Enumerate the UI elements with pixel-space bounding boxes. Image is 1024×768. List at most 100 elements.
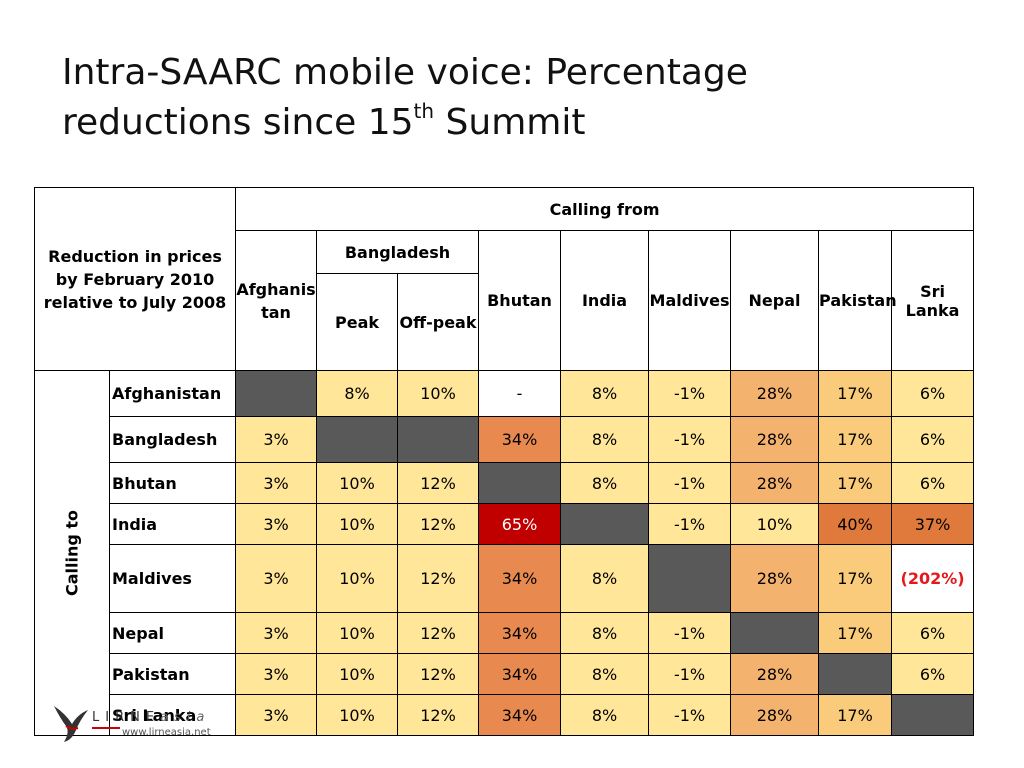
table-cell: 34% bbox=[478, 612, 562, 654]
cell-value: 34% bbox=[501, 705, 538, 725]
cell-value: 3% bbox=[263, 623, 289, 643]
cell-value: -1% bbox=[673, 514, 706, 534]
logo-url: www.lirneasia.net bbox=[122, 727, 211, 738]
table-row: Nepal 3% 10% 12% 34% 8% -1% 17% 6% bbox=[35, 612, 975, 654]
table-cell: 10% bbox=[730, 503, 820, 545]
lirneasia-logo: LIRNEasia www.lirneasia.net bbox=[52, 700, 211, 744]
table-cell: 8% bbox=[560, 370, 650, 417]
cell-value: 8% bbox=[591, 384, 618, 403]
table-cell bbox=[730, 612, 820, 654]
cell-value: 12% bbox=[420, 569, 456, 588]
calling-from-header: Calling from bbox=[235, 187, 975, 231]
cell-value: 6% bbox=[919, 664, 946, 684]
cell-value: 10% bbox=[420, 384, 456, 403]
table-cell: -1% bbox=[648, 370, 732, 417]
table-cell: 17% bbox=[818, 544, 893, 613]
col-header-afghanistan: Afghanistan bbox=[235, 230, 318, 371]
table-cell: -1% bbox=[648, 612, 732, 654]
cell-value: 40% bbox=[837, 514, 873, 534]
logo-brand-main: LIRNE bbox=[92, 710, 161, 725]
table-cell: 40% bbox=[818, 503, 893, 545]
cell-value: 8% bbox=[591, 569, 618, 588]
cell-value: 37% bbox=[914, 514, 951, 534]
cell-value: 17% bbox=[837, 623, 873, 643]
table-cell: 8% bbox=[560, 462, 650, 504]
cell-value: 6% bbox=[919, 384, 946, 403]
col-header-india: India bbox=[560, 230, 650, 371]
table-cell: 28% bbox=[730, 462, 820, 504]
cell-value: 34% bbox=[501, 430, 538, 449]
cell-value: (202%) bbox=[900, 569, 965, 588]
cell-value: 3% bbox=[263, 664, 289, 684]
row-label: Sri Lanka bbox=[108, 694, 237, 736]
cell-value: -1% bbox=[673, 705, 706, 725]
table-cell: 34% bbox=[478, 694, 562, 736]
row-label: Bhutan bbox=[108, 462, 237, 504]
col-header-bhutan: Bhutan bbox=[478, 230, 562, 371]
table-cell: 8% bbox=[316, 370, 399, 417]
table-cell: 8% bbox=[560, 416, 650, 463]
title-line-2-pre: reductions since 15 bbox=[62, 102, 414, 143]
row-label: India bbox=[108, 503, 237, 545]
table-corner-label: Reduction in prices by February 2010 rel… bbox=[33, 187, 237, 371]
table-cell bbox=[316, 416, 399, 463]
row-label: Bangladesh bbox=[108, 416, 237, 463]
table-cell: 12% bbox=[397, 462, 480, 504]
table-cell: -1% bbox=[648, 694, 732, 736]
table-cell: 12% bbox=[397, 653, 480, 695]
cell-value: 8% bbox=[591, 623, 618, 643]
table-cell: 28% bbox=[730, 370, 820, 417]
cell-value: 17% bbox=[837, 430, 873, 449]
cell-value: 10% bbox=[339, 569, 375, 588]
cell-value: 10% bbox=[339, 664, 375, 684]
row-label: Maldives bbox=[108, 544, 237, 613]
cell-value: 3% bbox=[263, 705, 289, 725]
table-row: Calling to Afghanistan 8% 10% - 8% -1% 28% 17% 6% bbox=[34, 370, 975, 736]
table-row: Bhutan 3% 10% 12% 8% -1% 28% 17% 6% bbox=[35, 462, 975, 504]
cell-value: -1% bbox=[673, 664, 706, 684]
cell-value: 17% bbox=[837, 705, 873, 725]
table-cell: 28% bbox=[730, 544, 820, 613]
col-header-pakistan: Pakistan bbox=[818, 230, 897, 371]
table-cell: 28% bbox=[730, 416, 820, 463]
table-cell: 8% bbox=[560, 612, 650, 654]
table-cell bbox=[648, 544, 732, 613]
table-cell: 10% bbox=[316, 544, 399, 613]
cell-value: 3% bbox=[263, 514, 289, 534]
table-cell bbox=[891, 694, 975, 736]
table-cell: - bbox=[478, 370, 562, 417]
table-cell: 34% bbox=[478, 544, 562, 613]
cell-value: 28% bbox=[756, 664, 793, 684]
logo-brand-text: LIRNEasia bbox=[92, 710, 210, 725]
table-cell: 17% bbox=[818, 462, 893, 504]
slide-title: Intra-SAARC mobile voice: Percentage red… bbox=[62, 48, 962, 148]
table-cell: 10% bbox=[316, 462, 399, 504]
row-label: Afghanistan bbox=[108, 370, 237, 417]
table-cell: 10% bbox=[316, 612, 399, 654]
table-cell: 34% bbox=[478, 653, 562, 695]
table-cell: 65% bbox=[478, 503, 562, 545]
table-cell: 12% bbox=[397, 694, 480, 736]
cell-value: 12% bbox=[420, 623, 456, 643]
table-row: Pakistan 3% 10% 12% 34% 8% -1% 28% 6% bbox=[35, 653, 975, 695]
table-cell: 6% bbox=[891, 462, 975, 504]
cell-value: 17% bbox=[837, 473, 873, 493]
cell-value: -1% bbox=[673, 430, 706, 449]
cell-value: - bbox=[516, 384, 523, 403]
table-cell: 8% bbox=[560, 544, 650, 613]
cell-value: -1% bbox=[673, 384, 706, 403]
table-row: Maldives 3% 10% 12% 34% 8% 28% 17% (202%) bbox=[35, 544, 975, 613]
table-cell: 3% bbox=[235, 503, 318, 545]
table-cell: -1% bbox=[648, 462, 732, 504]
table-cell: -1% bbox=[648, 416, 732, 463]
cell-value: 8% bbox=[344, 384, 370, 403]
table-cell: 34% bbox=[478, 416, 562, 463]
cell-value: 8% bbox=[591, 705, 618, 725]
cell-value: 17% bbox=[837, 384, 873, 403]
logo-accent-line bbox=[92, 727, 120, 729]
table-cell: 28% bbox=[730, 653, 820, 695]
cell-value: 12% bbox=[420, 664, 456, 684]
table-cell: 3% bbox=[235, 462, 318, 504]
row-label: Nepal bbox=[108, 612, 237, 654]
table-cell bbox=[818, 653, 893, 695]
